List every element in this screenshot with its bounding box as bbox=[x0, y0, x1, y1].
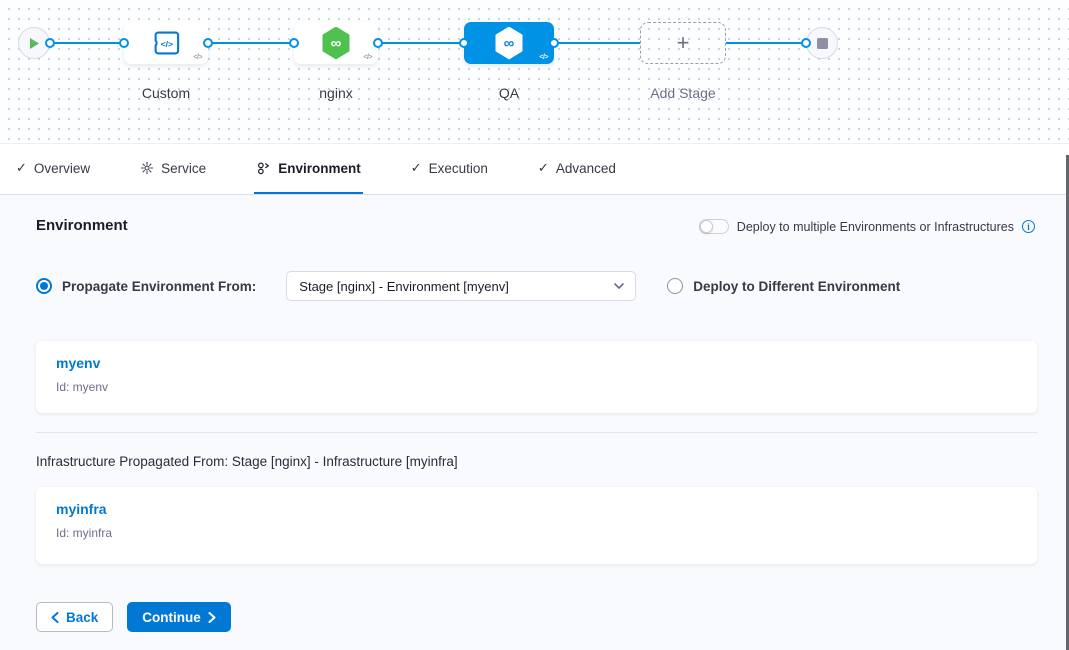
svg-text:</>: </> bbox=[161, 39, 174, 49]
multi-env-toggle-row: Deploy to multiple Environments or Infra… bbox=[698, 219, 1035, 234]
chevron-right-icon bbox=[208, 611, 216, 623]
toggle-knob bbox=[699, 220, 713, 233]
code-icon: </> bbox=[193, 54, 202, 61]
plus-icon: + bbox=[676, 30, 690, 55]
continue-button[interactable]: Continue bbox=[127, 602, 231, 632]
infrastructure-id: Id: myinfra bbox=[56, 526, 113, 540]
stage-label-add-stage: Add Stage bbox=[650, 85, 716, 101]
tab-environment[interactable]: Environment bbox=[254, 144, 363, 194]
pipeline-start-node[interactable] bbox=[18, 27, 50, 59]
node-port[interactable] bbox=[549, 38, 559, 48]
add-stage-button[interactable]: + bbox=[640, 22, 726, 64]
custom-stage-icon: </> bbox=[154, 31, 180, 55]
gear-icon bbox=[141, 161, 154, 175]
pipeline-edge bbox=[378, 42, 464, 44]
environment-name-link[interactable]: myenv bbox=[56, 355, 101, 371]
propagate-option-label: Propagate Environment From: bbox=[62, 278, 257, 294]
radio-propagate-environment[interactable] bbox=[36, 278, 52, 294]
tab-execution[interactable]: ✓ Execution bbox=[409, 144, 490, 194]
different-option-label: Deploy to Different Environment bbox=[693, 278, 901, 294]
infrastructure-propagated-label: Infrastructure Propagated From: Stage [n… bbox=[36, 454, 458, 469]
stage-node-custom[interactable]: </> </> bbox=[124, 22, 208, 64]
environment-icon bbox=[258, 162, 270, 174]
tab-label: Advanced bbox=[555, 160, 616, 176]
node-port[interactable] bbox=[373, 38, 383, 48]
stage-label-custom: Custom bbox=[141, 85, 191, 101]
select-value: Stage [nginx] - Environment [myenv] bbox=[299, 278, 509, 294]
continue-button-label: Continue bbox=[142, 609, 201, 625]
check-icon: ✓ bbox=[16, 160, 27, 175]
stage-node-qa-selected[interactable]: ∞ </> bbox=[464, 22, 554, 64]
environment-id: Id: myenv bbox=[56, 380, 109, 394]
multi-env-toggle[interactable] bbox=[698, 219, 729, 234]
cd-stage-icon: ∞ bbox=[495, 26, 523, 60]
radio-deploy-different-environment[interactable] bbox=[667, 278, 684, 294]
propagate-source-select[interactable]: Stage [nginx] - Environment [myenv] bbox=[286, 271, 637, 301]
check-icon: ✓ bbox=[410, 160, 422, 175]
pipeline-edge bbox=[50, 42, 124, 44]
infinity-icon: ∞ bbox=[330, 34, 342, 52]
footer-actions: Back Continue bbox=[36, 602, 231, 632]
tab-service[interactable]: Service bbox=[138, 144, 208, 194]
stage-node-nginx[interactable]: ∞ </> bbox=[294, 22, 378, 64]
pipeline-end-node[interactable] bbox=[806, 27, 838, 59]
toggle-label: Deploy to multiple Environments or Infra… bbox=[736, 219, 1014, 234]
code-icon: </> bbox=[539, 54, 548, 61]
environment-source-options: Propagate Environment From: Stage [nginx… bbox=[36, 271, 900, 301]
node-port[interactable] bbox=[459, 38, 469, 48]
pipeline-edge bbox=[554, 42, 640, 44]
environment-tab-panel: Environment Deploy to multiple Environme… bbox=[0, 195, 1069, 650]
pipeline-edge bbox=[726, 42, 806, 44]
infrastructure-card[interactable]: myinfra Id: myinfra bbox=[36, 487, 1037, 564]
section-divider bbox=[36, 432, 1037, 433]
environment-card[interactable]: myenv Id: myenv bbox=[36, 341, 1037, 413]
check-icon: ✓ bbox=[537, 160, 549, 175]
node-port[interactable] bbox=[45, 38, 55, 48]
scrollbar[interactable] bbox=[1066, 155, 1069, 650]
chevron-left-icon bbox=[51, 611, 59, 623]
back-button[interactable]: Back bbox=[36, 602, 114, 632]
page-title: Environment bbox=[36, 217, 128, 234]
cd-stage-icon: ∞ bbox=[322, 26, 350, 60]
stage-tabbar: ✓ Overview Service Environment ✓ Executi… bbox=[0, 143, 1069, 195]
stage-label-nginx: nginx bbox=[319, 85, 353, 101]
pipeline-edge bbox=[208, 42, 294, 44]
tab-label: Environment bbox=[278, 160, 361, 176]
node-port[interactable] bbox=[203, 38, 213, 48]
infinity-icon: ∞ bbox=[503, 34, 515, 52]
tab-label: Execution bbox=[428, 160, 488, 176]
play-icon bbox=[29, 37, 39, 49]
code-icon: </> bbox=[363, 54, 372, 61]
pipeline-canvas[interactable]: </> </> ∞ </> ∞ </> + C bbox=[0, 0, 1069, 143]
node-port[interactable] bbox=[119, 38, 129, 48]
node-port[interactable] bbox=[801, 38, 811, 48]
back-button-label: Back bbox=[66, 609, 99, 625]
tab-overview[interactable]: ✓ Overview bbox=[14, 144, 92, 194]
tab-advanced[interactable]: ✓ Advanced bbox=[536, 144, 618, 194]
infrastructure-name-link[interactable]: myinfra bbox=[56, 501, 107, 517]
stage-label-qa: QA bbox=[498, 85, 520, 101]
stop-icon bbox=[816, 37, 828, 49]
chevron-down-icon bbox=[614, 283, 625, 289]
node-port[interactable] bbox=[289, 38, 299, 48]
tab-label: Service bbox=[161, 160, 207, 176]
tab-label: Overview bbox=[33, 160, 91, 176]
info-icon[interactable]: i bbox=[1022, 220, 1035, 233]
